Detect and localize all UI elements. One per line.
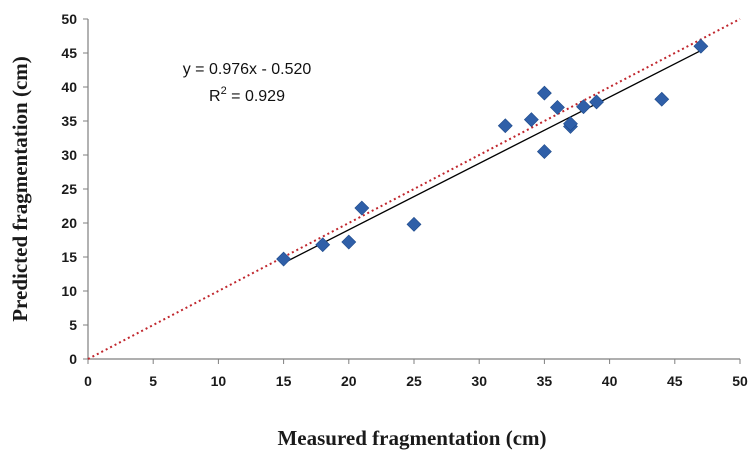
trendline [283,50,702,264]
y-tick-label: 50 [61,11,77,27]
axes [83,18,741,364]
data-point [654,91,670,107]
x-axis-title: Measured fragmentation (cm) [277,426,546,450]
y-tick-label: 20 [61,215,77,231]
data-point [576,99,591,115]
data-points [276,38,709,267]
data-point [536,85,552,101]
data-point [354,200,370,216]
x-tick-labels: 0 5 10 15 20 25 30 35 40 45 50 [84,373,748,389]
x-tick-label: 15 [276,373,292,389]
y-tick-label: 15 [61,249,77,265]
x-tick-label: 50 [732,373,748,389]
trendline-equation: y = 0.976x - 0.520 [183,61,312,78]
y-tick-labels: 0 5 10 15 20 25 30 35 40 45 50 [61,11,77,367]
x-tick-label: 30 [471,373,487,389]
x-tick-label: 45 [667,373,683,389]
r-squared-value: = 0.929 [227,88,285,105]
data-point [563,116,578,132]
data-point [523,112,539,128]
x-tick-label: 5 [149,373,157,389]
r-squared-superscript: 2 [221,85,227,97]
y-axis-title: Predicted fragmentation (cm) [8,56,32,322]
y-tick-label: 10 [61,283,77,299]
x-tick-label: 35 [537,373,553,389]
data-point [497,118,513,134]
y-tick-label: 30 [61,147,77,163]
data-point [315,237,331,253]
data-point [276,251,292,267]
y-tick-label: 5 [69,317,77,333]
r-squared-label: R2 = 0.929 [209,85,285,105]
y-tick-label: 25 [61,181,77,197]
x-tick-label: 10 [211,373,227,389]
x-tick-label: 40 [602,373,618,389]
y-tick-label: 0 [69,351,77,367]
y-tick-label: 35 [61,113,77,129]
data-point [693,38,709,54]
x-tick-label: 20 [341,373,357,389]
data-point [536,144,552,160]
data-point [589,94,604,110]
r-squared-symbol: R [209,88,221,105]
x-tick-label: 0 [84,373,92,389]
data-point [341,234,357,250]
trendline-group [283,50,702,264]
y-tick-label: 40 [61,79,77,95]
data-point [550,99,565,115]
data-point [406,216,422,232]
x-tick-label: 25 [406,373,422,389]
y-tick-label: 45 [61,45,77,61]
